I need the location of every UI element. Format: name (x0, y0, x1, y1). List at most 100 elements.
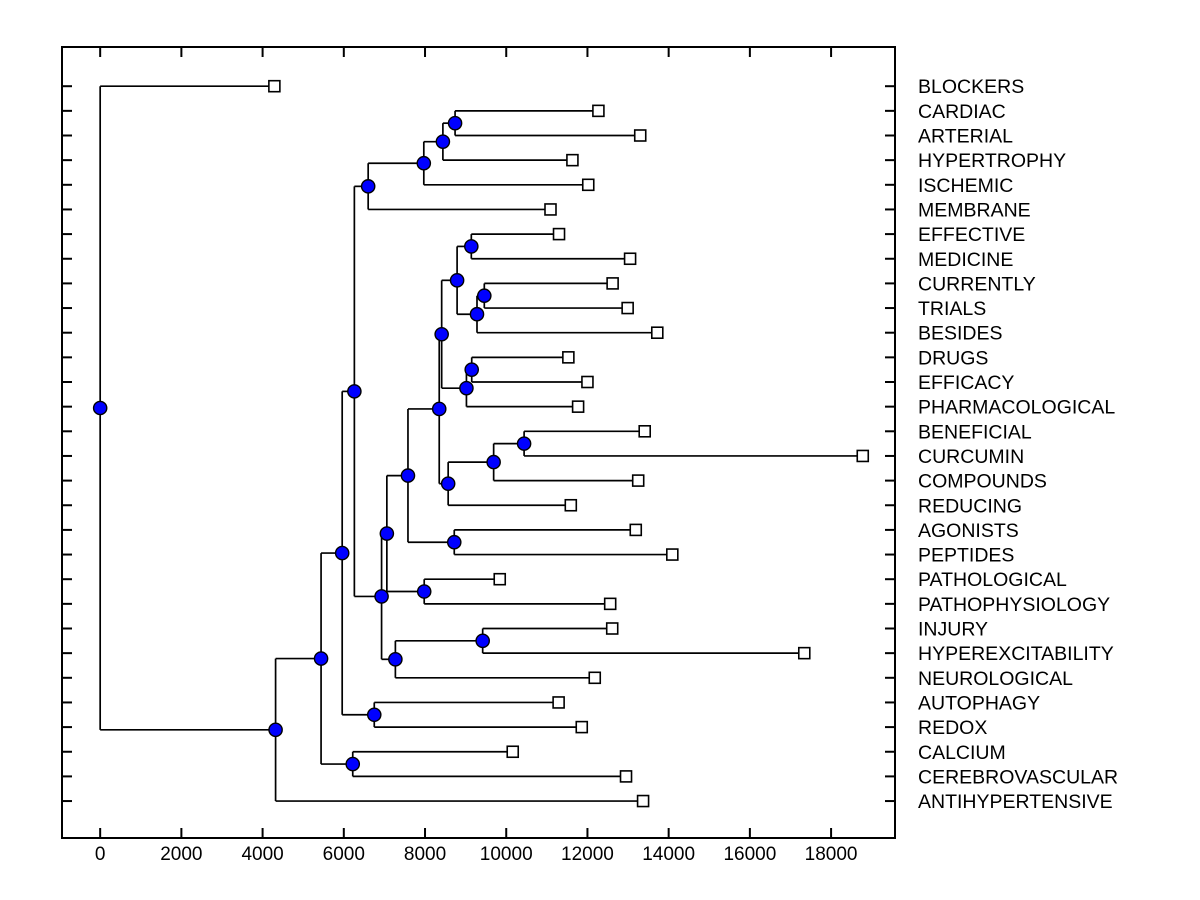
leaf-marker (605, 622, 619, 635)
cluster-node-marker (92, 400, 108, 416)
leaf-label: PHARMACOLOGICAL (918, 397, 1115, 419)
leaf-label: PATHOLOGICAL (918, 569, 1067, 591)
leaf-marker (797, 646, 811, 660)
leaf-label: CALCIUM (918, 742, 1006, 764)
cluster-node-marker (334, 545, 350, 561)
leaf-label: ARTERIAL (918, 126, 1013, 148)
leaf-marker (631, 474, 645, 487)
leaf-label: BESIDES (918, 323, 1003, 345)
cluster-node-marker (313, 651, 329, 666)
leaf-marker (638, 424, 652, 438)
leaf-marker (666, 548, 679, 561)
x-tick-label: 16000 (723, 844, 776, 865)
leaf-label: EFFICACY (918, 372, 1014, 394)
leaf-marker (571, 400, 585, 413)
leaf-label: MEMBRANE (918, 199, 1031, 221)
leaf-label: CARDIAC (918, 101, 1006, 123)
leaf-marker (623, 252, 637, 266)
cluster-node-marker (388, 652, 403, 667)
leaf-label: ISCHEMIC (918, 175, 1013, 197)
x-tick-label: 18000 (805, 844, 858, 865)
leaf-marker (575, 720, 589, 734)
x-tick-label: 4000 (241, 844, 283, 865)
leaf-marker (633, 129, 647, 142)
cluster-node-marker (464, 362, 480, 377)
cluster-node-marker (449, 273, 465, 288)
cluster-node-marker (446, 534, 462, 550)
leaf-label: EFFECTIVE (918, 224, 1025, 246)
cluster-node-marker (268, 722, 283, 738)
leaf-label: AUTOPHAGY (918, 692, 1040, 714)
cluster-node-marker (469, 306, 485, 322)
cluster-node-marker (516, 436, 532, 451)
x-tick-label: 10000 (480, 844, 533, 865)
cluster-node-marker (459, 380, 474, 396)
x-tick-label: 6000 (323, 844, 365, 865)
cluster-node-marker (440, 476, 456, 491)
leaf-label: HYPEREXCITABILITY (918, 643, 1114, 665)
cluster-node-marker (360, 179, 376, 194)
leaf-marker (603, 597, 617, 611)
cluster-node-marker (475, 633, 490, 649)
leaf-label: MEDICINE (918, 249, 1013, 271)
leaf-label: REDOX (918, 717, 987, 739)
x-tick-label: 14000 (642, 844, 695, 865)
cluster-node-marker (345, 756, 361, 772)
leaf-label: NEUROLOGICAL (918, 668, 1073, 690)
leaf-label: TRIALS (918, 298, 986, 320)
leaf-label: DRUGS (918, 347, 988, 369)
leaf-label: CURCUMIN (918, 446, 1024, 468)
leaf-marker (592, 104, 605, 118)
leaf-marker (562, 351, 575, 364)
leaf-label: CURRENTLY (918, 273, 1036, 295)
leaf-label: PEPTIDES (918, 545, 1014, 567)
x-tick-label: 12000 (561, 844, 614, 865)
cluster-node-marker (347, 384, 362, 399)
axis-box (61, 46, 896, 839)
cluster-node-marker (447, 115, 463, 131)
leaf-marker (564, 498, 578, 512)
cluster-node-marker (464, 239, 479, 254)
x-tick-label: 0 (95, 844, 106, 865)
leaf-label: INJURY (918, 619, 988, 641)
leaf-label: CEREBROVASCULAR (918, 766, 1118, 788)
leaf-marker (619, 770, 633, 783)
leaf-marker (621, 301, 634, 315)
cluster-node-marker (431, 401, 447, 417)
leaf-marker (544, 203, 557, 216)
leaf-marker (552, 696, 565, 709)
cluster-node-marker (486, 454, 501, 470)
leaf-marker (506, 745, 520, 759)
cluster-node-marker (416, 155, 432, 171)
cluster-node-marker (416, 584, 432, 599)
leaf-marker (650, 326, 664, 340)
leaf-label: BLOCKERS (918, 76, 1024, 98)
cluster-node-marker (366, 707, 382, 723)
cluster-node-marker (379, 526, 395, 541)
leaf-label: PATHOPHYSIOLOGY (918, 594, 1110, 616)
leaf-label: HYPERTROPHY (918, 150, 1066, 172)
cluster-node-marker (400, 468, 416, 483)
x-tick-label: 2000 (160, 844, 202, 865)
leaf-marker (566, 153, 579, 167)
leaf-marker (606, 277, 619, 290)
leaf-label: REDUCING (918, 495, 1022, 517)
leaf-marker (856, 449, 870, 463)
leaf-label: ANTIHYPERTENSIVE (918, 791, 1113, 813)
leaf-marker (493, 572, 507, 586)
leaf-label: BENEFICIAL (918, 421, 1032, 443)
leaf-marker (581, 375, 594, 389)
cluster-node-marker (374, 589, 389, 604)
leaf-label: COMPOUNDS (918, 471, 1047, 493)
leaf-marker (581, 178, 595, 192)
leaf-marker (552, 227, 566, 241)
leaf-marker (588, 671, 602, 685)
cluster-node-marker (434, 326, 449, 342)
leaf-marker (629, 523, 643, 537)
leaf-label: AGONISTS (918, 520, 1019, 542)
cluster-node-marker (477, 288, 492, 304)
cluster-node-marker (435, 134, 451, 149)
x-tick-label: 8000 (404, 844, 446, 865)
